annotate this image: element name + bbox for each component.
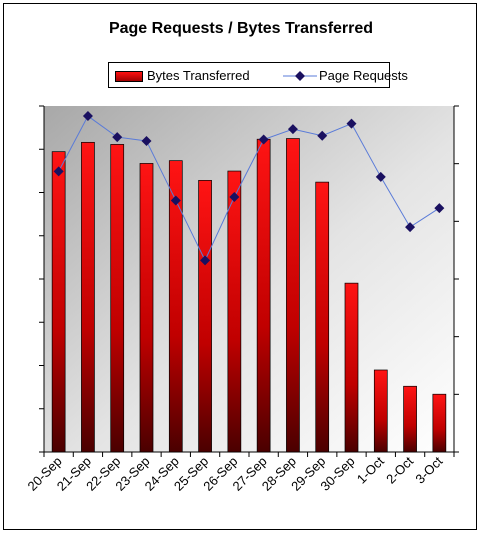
marker-page-requests: [258, 134, 269, 145]
legend-line-requests: [283, 71, 317, 81]
marker-page-requests: [53, 166, 64, 177]
marker-page-requests: [170, 195, 181, 206]
marker-page-requests: [317, 130, 328, 141]
marker-page-requests: [141, 135, 152, 146]
x-tick-label: 3-Oct: [412, 453, 445, 486]
bar-bytes-transferred: [51, 151, 66, 453]
bar-bytes-transferred: [139, 163, 154, 453]
bar-bytes-transferred: [315, 181, 330, 453]
chart-title: Page Requests / Bytes Transferred: [108, 20, 374, 37]
marker-page-requests: [434, 203, 445, 214]
bar-bytes-transferred: [344, 282, 359, 453]
x-tick-label: 2-Oct: [383, 453, 416, 486]
marker-page-requests: [375, 171, 386, 182]
marker-page-requests: [82, 111, 93, 122]
marker-page-requests: [200, 255, 211, 266]
bar-bytes-transferred: [227, 170, 242, 453]
x-tick-label: 1-Oct: [354, 453, 387, 486]
marker-page-requests: [405, 222, 416, 233]
legend-label-requests: Page Requests: [319, 68, 408, 83]
marker-page-requests: [287, 124, 298, 135]
bar-bytes-transferred: [286, 138, 300, 453]
bar-bytes-transferred: [432, 393, 447, 453]
plot-background: [44, 106, 454, 452]
bar-bytes-transferred: [373, 369, 388, 453]
bar-bytes-transferred: [198, 180, 212, 453]
legend: Bytes Transferred Page Requests: [108, 62, 408, 88]
legend-swatch-bytes: [115, 71, 143, 82]
marker-page-requests: [346, 118, 357, 129]
bar-bytes-transferred: [168, 160, 183, 453]
bar-bytes-transferred: [256, 138, 271, 453]
marker-page-requests: [112, 132, 123, 143]
bar-bytes-transferred: [81, 141, 95, 453]
marker-page-requests: [229, 191, 240, 202]
legend-label-bytes: Bytes Transferred: [147, 68, 250, 83]
bar-bytes-transferred: [403, 385, 417, 453]
line-page-requests: [58, 115, 440, 262]
bar-bytes-transferred: [110, 144, 125, 453]
